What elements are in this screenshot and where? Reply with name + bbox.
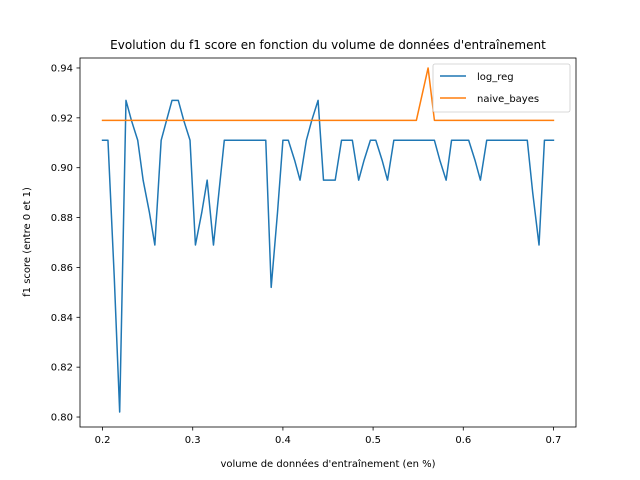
x-axis-label: volume de données d'entraînement (en %) [220,458,435,470]
series-line-naive-bayes [101,67,555,122]
y-axis-ticks: 0.80 0.82 0.84 0.86 0.88 0.90 0.92 0.94 [51,63,80,424]
x-tick-label: 0.3 [185,435,201,446]
series-layer [101,67,555,413]
plot-area [80,58,576,427]
y-tick-label: 0.90 [51,163,73,174]
legend-label-naive-bayes: naive_bayes [477,94,539,105]
x-tick-label: 0.2 [95,435,111,446]
x-tick-label: 0.6 [455,435,471,446]
x-tick-label: 0.4 [275,435,291,446]
y-tick-label: 0.94 [51,63,73,74]
chart-title: Evolution du f1 score en fonction du vol… [110,38,546,52]
x-axis-ticks: 0.2 0.3 0.4 0.5 0.6 0.7 [95,427,562,446]
y-tick-label: 0.84 [51,313,73,324]
legend: log_reg naive_bayes [432,63,571,113]
y-tick-label: 0.80 [51,413,73,424]
x-tick-label: 0.7 [546,435,562,446]
y-tick-label: 0.92 [51,113,73,124]
legend-label-log-reg: log_reg [477,72,514,83]
y-tick-label: 0.82 [51,363,73,374]
y-tick-label: 0.88 [51,213,73,224]
x-tick-label: 0.5 [365,435,381,446]
plot-frame [79,57,577,428]
y-axis-label: f1 score (entre 0 et 1) [22,187,33,297]
series-line-log-reg [101,99,555,413]
y-tick-label: 0.86 [51,263,73,274]
legend-frame [432,63,571,113]
